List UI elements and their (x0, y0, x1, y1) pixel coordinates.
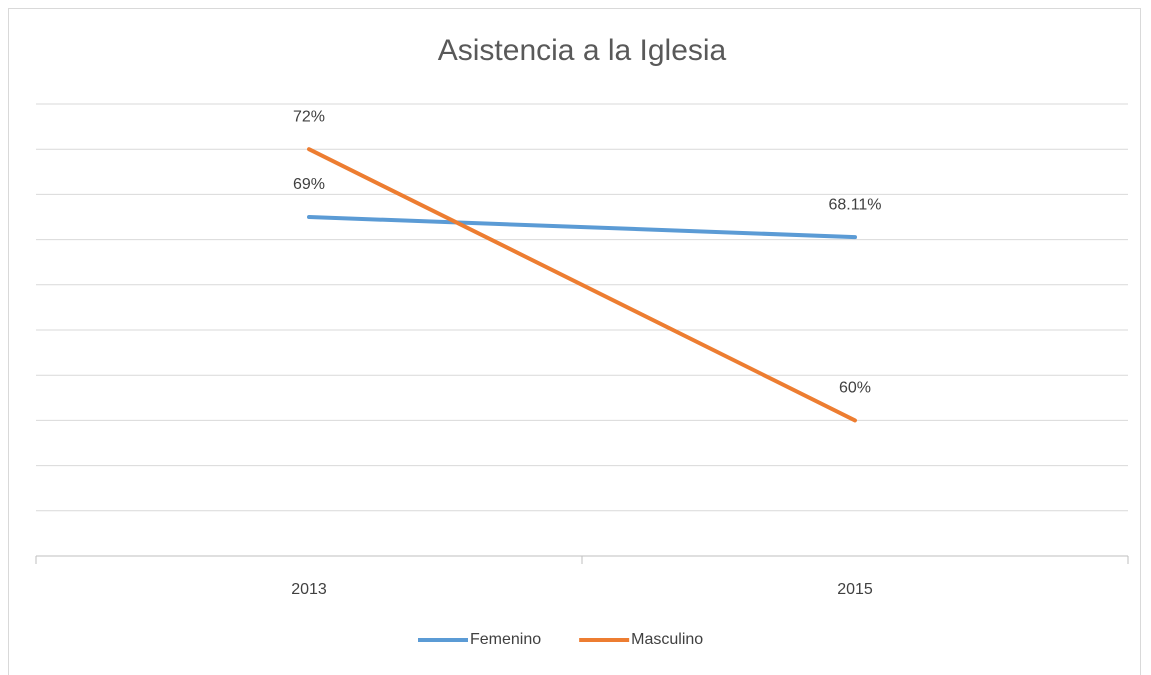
legend-label: Femenino (470, 631, 541, 648)
chart-title: Asistencia a la Iglesia (438, 34, 727, 67)
x-tick-label: 2015 (837, 581, 873, 598)
data-label: 60% (839, 380, 871, 397)
chart-frame (8, 8, 1141, 675)
legend-label: Masculino (631, 631, 703, 648)
data-label: 72% (293, 108, 325, 125)
series-line (307, 147, 857, 423)
series-line (307, 215, 857, 240)
x-tick-label: 2013 (291, 581, 327, 598)
data-label: 68.11% (828, 196, 881, 213)
data-label: 69% (293, 176, 325, 193)
